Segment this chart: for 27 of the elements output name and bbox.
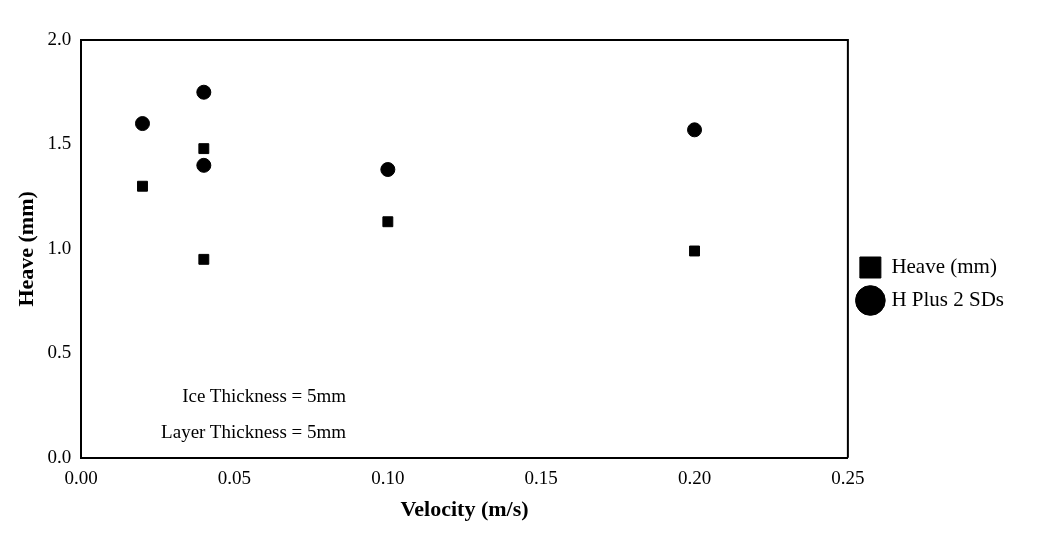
x-tick-label: 0.05	[217, 467, 252, 489]
legend-label: Heave (mm)	[891, 254, 997, 279]
point	[196, 157, 212, 173]
x-tick-label: 0.20	[677, 467, 712, 489]
y-tick-label: 0.0	[47, 445, 72, 467]
y-tick-label: 0.5	[47, 341, 72, 363]
point	[198, 143, 210, 155]
point	[380, 162, 396, 178]
annotation: Ice Thickness = 5mm	[182, 384, 347, 406]
point	[687, 122, 703, 138]
point	[196, 84, 212, 100]
x-axis-title: Velocity (m/s)	[400, 496, 529, 522]
y-tick-label: 1.5	[47, 132, 72, 154]
point	[198, 253, 210, 265]
point	[137, 180, 148, 192]
x-tick-label: 0.00	[64, 467, 98, 489]
y-tick-label: 1.0	[47, 236, 72, 258]
x-tick-label: 0.25	[831, 467, 865, 489]
x-tick-label: 0.10	[371, 467, 405, 489]
y-tick-label: 2.0	[47, 27, 72, 49]
point	[689, 245, 700, 257]
y-axis-title: Heave (mm)	[12, 191, 38, 307]
x-tick-label: 0.15	[524, 467, 558, 489]
annotation: Layer Thickness = 5mm	[161, 420, 347, 442]
legend-label: H Plus 2 SDs	[891, 287, 1005, 312]
point	[134, 116, 150, 132]
point	[382, 216, 394, 228]
